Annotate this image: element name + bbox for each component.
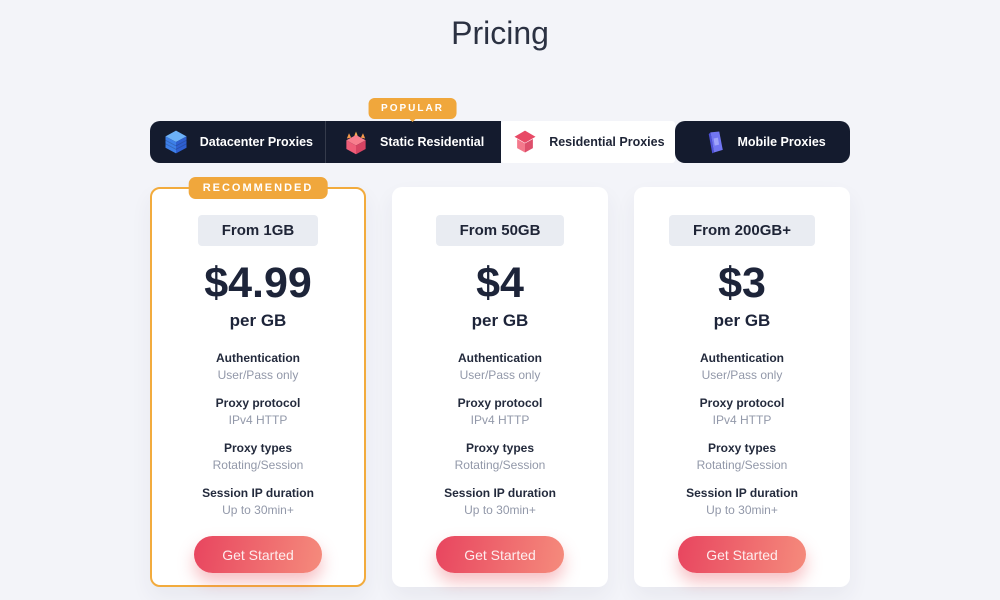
tab-label: Datacenter Proxies (199, 135, 313, 149)
feature-value: User/Pass only (459, 368, 541, 382)
feature-label: Session IP duration (686, 486, 798, 500)
feature-row: Session IP duration Up to 30min+ (202, 486, 314, 517)
feature-row: Proxy types Rotating/Session (686, 441, 798, 472)
mobile-phone-icon (700, 128, 728, 156)
price: $4.99 (204, 259, 312, 307)
proxy-type-tabbar: POPULAR Datacenter Proxies Static (150, 98, 850, 163)
tab-label: Residential Proxies (549, 135, 665, 149)
tab-static-residential[interactable]: Static Residential (324, 121, 501, 163)
feature-label: Proxy protocol (699, 396, 785, 410)
feature-row: Proxy types Rotating/Session (444, 441, 556, 472)
feature-list: Authentication User/Pass only Proxy prot… (444, 351, 556, 517)
feature-label: Proxy types (707, 441, 777, 455)
feature-value: IPv4 HTTP (470, 413, 530, 427)
pricing-card-from-1gb: RECOMMENDED From 1GB $4.99 per GB Authen… (150, 177, 366, 587)
feature-row: Authentication User/Pass only (202, 351, 314, 382)
feature-row: Proxy types Rotating/Session (202, 441, 314, 472)
tier-chip: From 1GB (197, 215, 319, 246)
feature-value: Rotating/Session (212, 458, 304, 472)
pricing-card-from-50gb: From 50GB $4 per GB Authentication User/… (392, 187, 608, 587)
price-unit: per GB (471, 311, 529, 330)
feature-label: Session IP duration (444, 486, 556, 500)
price-unit: per GB (229, 311, 287, 330)
page-title: Pricing (451, 15, 549, 51)
static-residential-cube-icon (342, 128, 370, 156)
feature-value: User/Pass only (701, 368, 783, 382)
tab-label: Static Residential (380, 135, 485, 149)
feature-value: IPv4 HTTP (228, 413, 288, 427)
feature-label: Authentication (216, 351, 300, 365)
popular-badge: POPULAR (368, 98, 457, 119)
tier-chip: From 200GB+ (669, 215, 815, 246)
feature-row: Proxy protocol IPv4 HTTP (202, 396, 314, 427)
tab-mobile-proxies[interactable]: Mobile Proxies (675, 121, 850, 163)
get-started-button[interactable]: Get Started (436, 536, 564, 573)
get-started-button[interactable]: Get Started (194, 536, 322, 573)
feature-row: Session IP duration Up to 30min+ (686, 486, 798, 517)
feature-value: Rotating/Session (454, 458, 546, 472)
datacenter-cube-icon (162, 128, 190, 156)
feature-value: IPv4 HTTP (712, 413, 772, 427)
feature-row: Proxy protocol IPv4 HTTP (444, 396, 556, 427)
feature-label: Authentication (700, 351, 784, 365)
feature-label: Proxy protocol (215, 396, 301, 410)
feature-row: Authentication User/Pass only (686, 351, 798, 382)
feature-row: Session IP duration Up to 30min+ (444, 486, 556, 517)
feature-label: Proxy protocol (457, 396, 543, 410)
price: $3 (718, 259, 766, 307)
get-started-button[interactable]: Get Started (678, 536, 806, 573)
feature-list: Authentication User/Pass only Proxy prot… (686, 351, 798, 517)
feature-list: Authentication User/Pass only Proxy prot… (202, 351, 314, 517)
feature-value: Up to 30min+ (464, 503, 536, 517)
feature-label: Session IP duration (202, 486, 314, 500)
feature-value: Up to 30min+ (706, 503, 778, 517)
tab-datacenter-proxies[interactable]: Datacenter Proxies (150, 121, 325, 163)
tier-chip: From 50GB (435, 215, 565, 246)
feature-value: User/Pass only (217, 368, 299, 382)
feature-value: Up to 30min+ (222, 503, 294, 517)
feature-label: Proxy types (465, 441, 535, 455)
pricing-card-from-200gb: From 200GB+ $3 per GB Authentication Use… (634, 187, 850, 587)
recommended-badge: RECOMMENDED (188, 177, 328, 199)
pricing-cards: RECOMMENDED From 1GB $4.99 per GB Authen… (150, 177, 850, 587)
feature-label: Authentication (458, 351, 542, 365)
feature-value: Rotating/Session (696, 458, 788, 472)
price: $4 (476, 259, 524, 307)
feature-row: Proxy protocol IPv4 HTTP (686, 396, 798, 427)
tab-residential-proxies[interactable]: Residential Proxies (500, 121, 676, 163)
feature-row: Authentication User/Pass only (444, 351, 556, 382)
residential-house-icon (511, 128, 539, 156)
tab-label: Mobile Proxies (737, 135, 826, 149)
price-unit: per GB (713, 311, 771, 330)
feature-label: Proxy types (223, 441, 293, 455)
